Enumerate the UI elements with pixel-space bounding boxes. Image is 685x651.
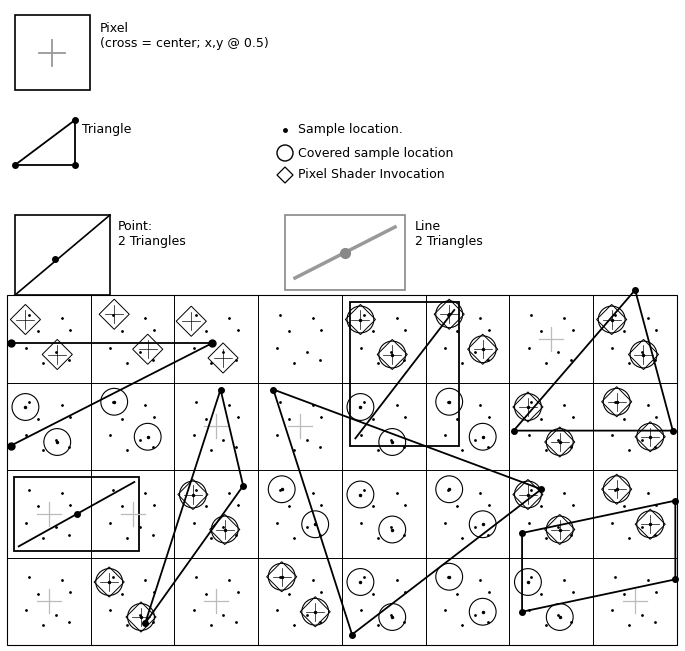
- Text: Pixel Shader Invocation: Pixel Shader Invocation: [298, 169, 445, 182]
- Text: Triangle: Triangle: [82, 124, 132, 137]
- Text: Sample location.: Sample location.: [298, 124, 403, 137]
- Text: Pixel
(cross = center; x,y @ 0.5): Pixel (cross = center; x,y @ 0.5): [100, 22, 269, 50]
- Bar: [14, 477, 139, 551]
- Bar: [350, 302, 459, 447]
- Text: Point:
2 Triangles: Point: 2 Triangles: [118, 220, 186, 248]
- Bar: [15, 215, 110, 295]
- Text: Line
2 Triangles: Line 2 Triangles: [415, 220, 483, 248]
- Text: Covered sample location: Covered sample location: [298, 146, 453, 159]
- Bar: [7, 295, 677, 645]
- Bar: [285, 215, 405, 290]
- Bar: [15, 15, 90, 90]
